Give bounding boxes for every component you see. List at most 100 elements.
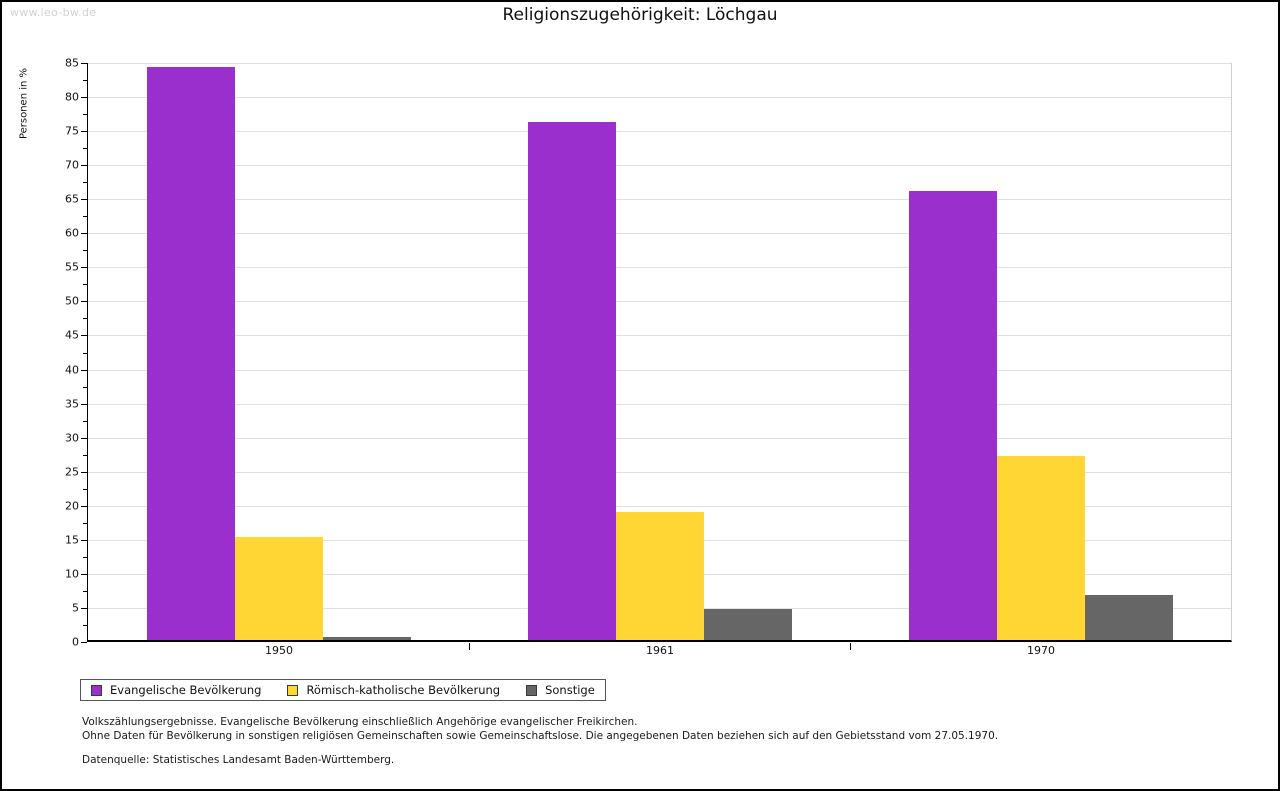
page-title: Religionszugehörigkeit: Löchgau <box>502 5 778 25</box>
y-axis-tick <box>81 97 87 99</box>
y-axis-minor-tick <box>83 386 87 388</box>
gridline <box>87 63 1232 64</box>
y-axis-minor-tick <box>83 182 87 184</box>
y-axis-tick <box>81 505 87 507</box>
y-axis-minor-tick <box>83 80 87 82</box>
y-axis-tick <box>81 267 87 269</box>
y-axis-tick-label: 70 <box>65 158 79 172</box>
x-axis-tick-label: 1961 <box>646 644 674 657</box>
plot-area <box>81 63 1232 643</box>
y-axis-minor-tick <box>83 216 87 218</box>
bar[interactable] <box>616 511 704 642</box>
y-axis-tick <box>81 63 87 64</box>
legend-label: Sonstige <box>545 683 595 697</box>
y-axis-tick <box>81 335 87 337</box>
y-axis-minor-tick <box>83 454 87 456</box>
y-axis-tick-label: 25 <box>65 465 79 479</box>
y-axis-tick-label: 55 <box>65 260 79 274</box>
gridline <box>87 199 1232 201</box>
y-axis-tick <box>81 607 87 609</box>
bar[interactable] <box>147 67 235 642</box>
y-axis-tick <box>81 233 87 235</box>
gridline <box>87 437 1232 439</box>
gridline <box>87 301 1232 303</box>
legend-item[interactable]: Römisch-katholische Bevölkerung <box>287 683 500 697</box>
legend-item[interactable]: Evangelische Bevölkerung <box>91 683 261 697</box>
y-axis-tick-label: 50 <box>65 294 79 308</box>
y-axis-minor-tick <box>83 250 87 252</box>
y-axis-tick-label: 10 <box>65 567 79 581</box>
x-axis-tick <box>468 643 470 650</box>
y-axis-tick-label: 0 <box>72 635 79 649</box>
y-axis-minor-tick <box>83 420 87 422</box>
y-axis-minor-tick <box>83 488 87 490</box>
y-axis-minor-tick <box>83 556 87 558</box>
y-axis-minor-tick <box>83 148 87 150</box>
y-axis-tick <box>81 573 87 575</box>
y-axis-minor-tick <box>83 284 87 286</box>
y-axis-tick <box>81 403 87 405</box>
y-axis-tick <box>81 539 87 541</box>
legend-label: Evangelische Bevölkerung <box>110 683 262 697</box>
y-axis-tick-label: 75 <box>65 124 79 138</box>
gridline <box>87 165 1232 167</box>
y-axis-tick-label: 20 <box>65 499 79 513</box>
y-axis-tick-label: 65 <box>65 192 79 206</box>
legend-label: Römisch-katholische Bevölkerung <box>306 683 501 697</box>
gridline <box>87 335 1232 337</box>
gridline <box>87 97 1232 99</box>
y-axis-minor-tick <box>83 318 87 320</box>
y-axis-tick-label: 5 <box>72 601 79 615</box>
y-axis-minor-tick <box>83 590 87 592</box>
y-axis-tick <box>81 471 87 473</box>
legend-swatch-icon <box>526 684 538 696</box>
legend-item[interactable]: Sonstige <box>526 683 595 697</box>
y-axis-tick <box>81 131 87 133</box>
gridline <box>87 233 1232 235</box>
y-axis-minor-tick <box>83 522 87 524</box>
y-axis-tick-label: 45 <box>65 328 79 342</box>
gridline <box>87 131 1232 133</box>
y-axis-tick-labels: 0 5 10 15 20 25 30 35 40 45 50 55 60 65 70 75 80 85 <box>2 57 81 649</box>
bar[interactable] <box>528 121 616 642</box>
bar[interactable] <box>909 191 997 642</box>
gridline <box>87 403 1232 405</box>
y-axis-tick-label: 60 <box>65 226 79 240</box>
y-axis-tick <box>81 301 87 303</box>
y-axis-tick <box>81 369 87 371</box>
x-axis-tick-label: 1950 <box>265 644 293 657</box>
footnote-block: Volkszählungsergebnisse. Evangelische Be… <box>82 715 998 743</box>
bar[interactable] <box>997 456 1085 642</box>
y-axis-tick <box>81 437 87 439</box>
y-axis-tick-label: 15 <box>65 533 79 547</box>
y-axis-tick <box>81 642 87 643</box>
gridline <box>87 505 1232 507</box>
data-source-note: Datenquelle: Statistisches Landesamt Bad… <box>82 754 395 766</box>
bar[interactable] <box>1085 595 1173 642</box>
y-axis-tick <box>81 199 87 201</box>
y-axis-tick-label: 35 <box>65 397 79 411</box>
x-axis-tick <box>850 643 852 650</box>
y-axis-minor-tick <box>83 352 87 354</box>
y-axis-tick-label: 85 <box>65 56 79 70</box>
y-axis-tick <box>81 165 87 167</box>
chart-legend: Evangelische Bevölkerung Römisch-katholis… <box>80 679 606 701</box>
bar[interactable] <box>323 637 411 642</box>
x-axis-tick-label: 1970 <box>1027 644 1055 657</box>
legend-swatch-icon <box>91 684 102 696</box>
footnote-line-1: Volkszählungsergebnisse. Evangelische Be… <box>82 716 638 728</box>
legend-swatch-icon <box>287 684 299 696</box>
bar[interactable] <box>235 537 323 642</box>
gridline <box>87 369 1232 371</box>
y-axis-tick-label: 40 <box>65 363 79 377</box>
gridline <box>87 267 1232 269</box>
y-axis-tick-label: 30 <box>65 431 79 445</box>
y-axis-minor-tick <box>83 624 87 626</box>
y-axis-minor-tick <box>83 114 87 116</box>
watermark-text: www.leo-bw.de <box>10 6 97 19</box>
gridline <box>87 471 1232 473</box>
bar[interactable] <box>704 609 792 642</box>
footnote-line-2: Ohne Daten für Bevölkerung in sonstigen … <box>82 730 999 742</box>
y-axis-tick-label: 80 <box>65 90 79 104</box>
